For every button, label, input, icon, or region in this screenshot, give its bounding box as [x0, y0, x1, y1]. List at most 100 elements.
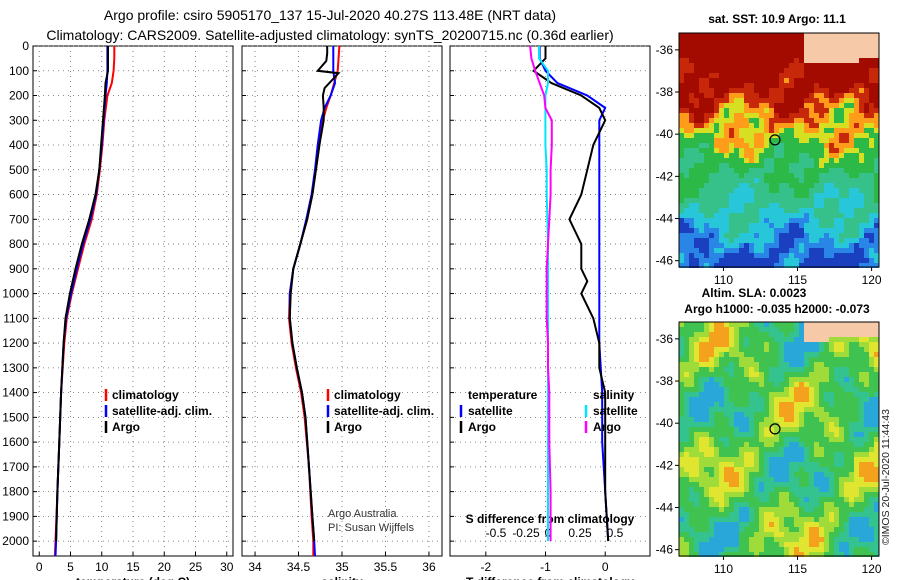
sst-map-cell [794, 43, 799, 48]
sla-map-cell [869, 402, 874, 407]
sla-map-cell [734, 472, 739, 477]
sst-map-cell [704, 118, 709, 123]
sla-map-cell [694, 462, 699, 467]
sst-map-cell [809, 88, 814, 93]
sst-map-cell [739, 253, 744, 258]
sla-map-cell [784, 412, 789, 417]
sla-map-cell [729, 332, 734, 337]
sla-map-cell [704, 552, 709, 557]
sst-map-cell [684, 253, 689, 258]
sst-map-cell [764, 148, 769, 153]
sla-map-cell [849, 497, 854, 502]
sst-map-cell [794, 83, 799, 88]
sst-map-cell [784, 48, 789, 53]
sst-map-cell [844, 253, 849, 258]
sst-map-cell [709, 148, 714, 153]
sla-map-cell [844, 547, 849, 552]
sst-map-cell [814, 243, 819, 248]
sst-map-cell [774, 93, 779, 98]
sla-map-cell [704, 382, 709, 387]
sla-map-cell [734, 352, 739, 357]
sla-map-cell [799, 467, 804, 472]
sla-map-cell [789, 347, 794, 352]
sla-map-cell [804, 397, 809, 402]
sst-map-cell [699, 128, 704, 133]
sst-map-cell [739, 233, 744, 238]
sla-map-cell [709, 447, 714, 452]
sst-map-cell [779, 178, 784, 183]
sst-map-cell [869, 238, 874, 243]
sst-map-cell [734, 58, 739, 63]
sla-map-cell [754, 417, 759, 422]
sla-map-cell [744, 452, 749, 457]
salinity-legend-label: Argo [334, 420, 362, 434]
sst-map-cell [694, 193, 699, 198]
sla-map-cell [759, 367, 764, 372]
sla-map-cell [749, 442, 754, 447]
sla-map-cell [769, 497, 774, 502]
sla-map-cell [744, 367, 749, 372]
sla-map-cell [784, 392, 789, 397]
sst-map-cell [769, 93, 774, 98]
sla-map-cell [774, 522, 779, 527]
sla-map-cell [849, 432, 854, 437]
sst-map-cell [729, 73, 734, 78]
sst-map-cell [819, 238, 824, 243]
sst-map-cell [869, 118, 874, 123]
sla-map-cell [849, 342, 854, 347]
sla-map-cell [834, 457, 839, 462]
sla-map-cell [854, 517, 859, 522]
sla-map-cell [689, 377, 694, 382]
sst-map-cell [679, 38, 684, 43]
sla-map-cell [754, 477, 759, 482]
sla-map-cell [759, 442, 764, 447]
sst-map-cell [804, 228, 809, 233]
sst-map-cell [799, 238, 804, 243]
sst-map-cell [724, 208, 729, 213]
sst-map-cell [699, 208, 704, 213]
sst-map-cell [854, 113, 859, 118]
sla-map-cell [759, 502, 764, 507]
sst-map-cell [839, 43, 844, 48]
sst-map-cell [844, 73, 849, 78]
sla-map-cell [794, 422, 799, 427]
sla-map-cell [714, 442, 719, 447]
sst-map-cell [749, 263, 754, 268]
sla-map-cell [734, 497, 739, 502]
sst-map-cell [814, 223, 819, 228]
sla-map-cell [789, 422, 794, 427]
sst-map-cell [719, 263, 724, 268]
sst-map-cell [804, 253, 809, 258]
sla-map-cell [749, 332, 754, 337]
sst-map-title: sat. SST: 10.9 Argo: 11.1 [708, 12, 846, 26]
sla-map-cell [684, 552, 689, 557]
sla-map-cell [844, 442, 849, 447]
sst-map-cell [699, 108, 704, 113]
sla-map-cell [729, 532, 734, 537]
sla-map-cell [794, 542, 799, 547]
sla-map-cell [734, 457, 739, 462]
sst-map-cell [709, 58, 714, 63]
sst-map-cell [739, 258, 744, 263]
sla-map-cell [684, 342, 689, 347]
sst-map-cell [839, 88, 844, 93]
sst-map-cell [789, 68, 794, 73]
sla-map-cell [734, 407, 739, 412]
sst-map-cell [759, 168, 764, 173]
sst-map-cell [684, 233, 689, 238]
sst-map-cell [754, 243, 759, 248]
sst-map-cell [689, 158, 694, 163]
sst-map-cell [799, 223, 804, 228]
sst-map-cell [759, 113, 764, 118]
sst-map-cell [829, 208, 834, 213]
sla-map-cell [744, 402, 749, 407]
sst-map-cell [734, 143, 739, 148]
sla-map-cell [694, 332, 699, 337]
sla-map-cell [769, 347, 774, 352]
sst-map-cell [709, 218, 714, 223]
sst-map-cell [834, 78, 839, 83]
sst-map-cell [784, 228, 789, 233]
sst-map-cell [779, 188, 784, 193]
sst-map-cell [789, 98, 794, 103]
sst-map-cell [794, 63, 799, 68]
